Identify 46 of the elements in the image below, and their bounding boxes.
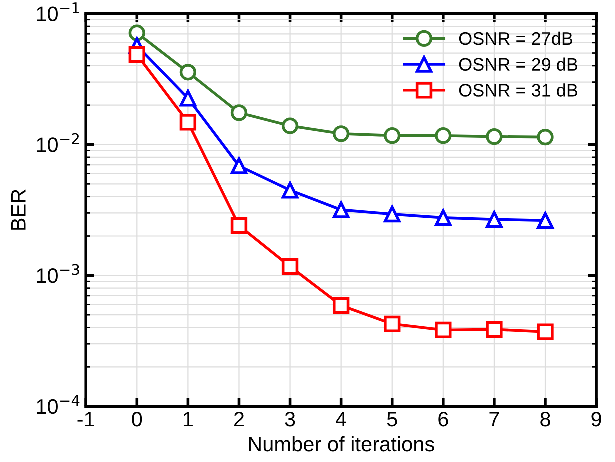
point	[128, 24, 146, 42]
point	[537, 212, 554, 230]
point	[435, 322, 452, 339]
point	[486, 321, 503, 338]
point	[384, 206, 401, 223]
legend-label: OSNR = 31 dB	[459, 84, 578, 97]
point	[384, 127, 401, 144]
x-tick-label: 8	[540, 412, 550, 427]
point	[230, 218, 248, 234]
point	[230, 104, 248, 122]
point	[332, 202, 350, 218]
y-axis-title: BER	[11, 190, 26, 230]
x-tick-label: -1	[78, 412, 94, 427]
x-tick-label: 9	[592, 412, 602, 427]
x-tick-label: 4	[336, 412, 347, 427]
point	[537, 324, 554, 340]
point	[435, 127, 452, 144]
point	[486, 128, 503, 146]
legend-label: OSNR = 27dB	[459, 32, 573, 46]
x-tick-label: 0	[132, 412, 142, 427]
y-tick-label: 10$^{−2}$	[37, 133, 80, 152]
point	[230, 158, 248, 174]
point	[282, 258, 299, 276]
point	[180, 90, 197, 107]
legend-label: OSNR = 29 dB	[459, 58, 578, 72]
point	[537, 128, 554, 146]
point	[282, 118, 299, 134]
x-tick-label: 2	[234, 412, 244, 427]
x-axis-title: Number of iterations	[249, 436, 434, 452]
point	[486, 211, 503, 228]
x-tick-label: 1	[184, 412, 193, 427]
point	[332, 126, 350, 142]
x-tick-label: 6	[438, 412, 448, 427]
x-tick-label: 5	[387, 412, 398, 427]
y-tick-label: 10$^{−3}$	[37, 264, 80, 284]
x-tick-label: 7	[490, 412, 500, 427]
point	[128, 46, 146, 64]
point	[180, 64, 197, 81]
point	[282, 182, 299, 199]
point	[384, 316, 401, 333]
point	[180, 114, 197, 131]
y-tick-label: 10$^{−4}$	[37, 395, 80, 414]
point	[435, 210, 452, 226]
x-tick-label: 3	[285, 412, 296, 427]
point	[332, 297, 350, 314]
y-tick-label: 10$^{−1}$	[37, 2, 80, 22]
